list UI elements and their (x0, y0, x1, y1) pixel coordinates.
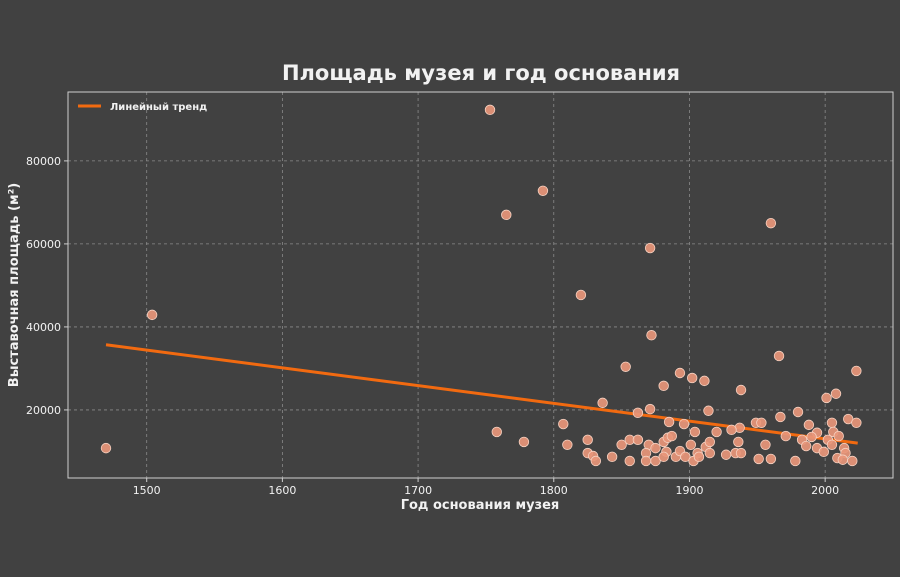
data-point (644, 403, 656, 415)
data-point (620, 361, 631, 372)
data-point (590, 455, 602, 467)
points-layer (100, 104, 862, 467)
data-point (640, 455, 652, 467)
data-point (756, 417, 767, 428)
x-tick-label: 1700 (404, 484, 432, 497)
data-point (837, 454, 848, 465)
data-point (624, 455, 635, 467)
data-point (826, 417, 838, 428)
data-point (753, 453, 764, 465)
x-tick-label: 1500 (133, 484, 161, 497)
data-point (800, 440, 812, 452)
data-point (666, 430, 678, 442)
data-point (562, 439, 573, 450)
data-point (780, 430, 792, 442)
data-point (632, 407, 644, 419)
data-point (616, 439, 627, 450)
y-tick-label: 80000 (26, 155, 61, 168)
data-point (100, 442, 112, 454)
data-point (658, 380, 669, 392)
legend: Линейный тренд (78, 102, 207, 113)
y-axis-label: Выставочная площадь (м²) (7, 183, 22, 387)
data-point (632, 434, 644, 446)
data-point (658, 451, 669, 463)
data-point (518, 436, 530, 448)
data-point (674, 367, 686, 379)
data-point (704, 447, 716, 459)
data-point (606, 451, 618, 463)
x-tick-label: 1900 (675, 484, 703, 497)
data-point (644, 242, 656, 254)
data-point (792, 406, 804, 418)
data-point (851, 417, 862, 428)
data-point (806, 431, 817, 443)
data-point (833, 430, 844, 442)
data-point (685, 439, 697, 450)
data-point (575, 289, 587, 301)
y-tick-label: 20000 (26, 404, 61, 417)
data-point (680, 451, 691, 463)
data-point (646, 330, 657, 341)
data-point (765, 453, 777, 465)
data-point (650, 442, 661, 454)
data-point (678, 418, 690, 430)
data-point (699, 375, 710, 387)
data-point (686, 372, 698, 384)
data-point (735, 384, 747, 396)
data-point (733, 436, 744, 448)
plot-frame (67, 91, 894, 479)
data-point (146, 309, 158, 321)
data-point (501, 209, 512, 221)
data-point (760, 439, 771, 450)
data-point (663, 416, 675, 428)
data-point (703, 405, 714, 416)
data-point (597, 397, 608, 409)
data-point (689, 426, 701, 438)
data-point (726, 424, 737, 436)
data-point (558, 418, 569, 430)
data-point (484, 104, 496, 116)
data-point (537, 185, 549, 196)
data-point (790, 455, 801, 467)
data-point (773, 350, 785, 362)
data-point (826, 439, 838, 450)
data-point (765, 217, 777, 229)
chart-title: Площадь музея и год основания (282, 61, 680, 85)
grid (68, 92, 893, 478)
data-point (775, 411, 786, 423)
x-tick-label: 1800 (540, 484, 568, 497)
legend-trend-label: Линейный тренд (110, 102, 207, 113)
data-point (830, 388, 842, 399)
data-point (491, 426, 502, 438)
data-point (693, 451, 705, 463)
data-point (735, 447, 747, 459)
data-point (847, 455, 858, 467)
data-point (851, 365, 862, 377)
data-point (650, 455, 661, 467)
data-point (704, 436, 716, 448)
data-point (711, 426, 722, 438)
y-tick-label: 60000 (26, 238, 61, 251)
data-point (582, 434, 593, 446)
x-axis-label: Год основания музея (401, 498, 560, 513)
ticks: 1500 1600 1700 1800 1900 2000 20000 40000 60000 8… (26, 155, 839, 497)
data-point (720, 449, 732, 460)
trend-layer (105, 343, 858, 445)
x-tick-label: 1600 (268, 484, 296, 497)
trend-line (105, 343, 858, 445)
y-tick-label: 40000 (26, 321, 61, 334)
data-point (821, 392, 832, 404)
data-point (803, 419, 815, 431)
x-tick-label: 2000 (811, 484, 839, 497)
data-point (818, 446, 829, 458)
